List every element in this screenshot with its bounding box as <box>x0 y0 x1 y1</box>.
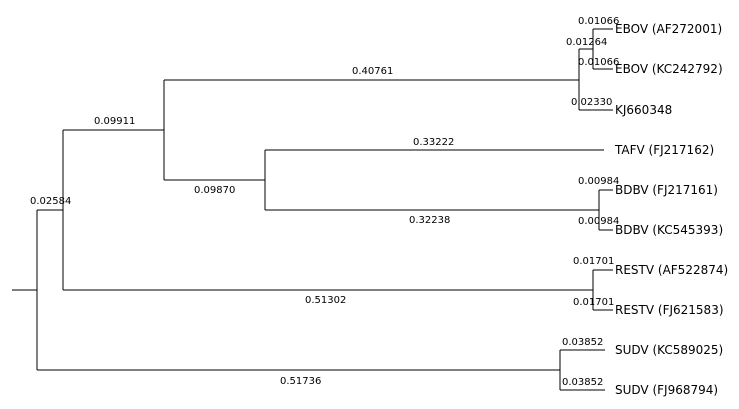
taxon-label: RESTV (FJ621583) <box>615 303 724 317</box>
branch-length-label: 0.00984 <box>578 176 619 187</box>
taxon-label: EBOV (KC242792) <box>615 62 723 76</box>
taxon-label: KJ660348 <box>615 103 672 117</box>
branch-length-label: 0.02584 <box>30 196 71 207</box>
branch-length-label: 0.51736 <box>280 376 321 387</box>
taxon-label: SUDV (FJ968794) <box>615 383 718 397</box>
taxon-label: BDBV (FJ217161) <box>615 183 718 197</box>
branch-length-label: 0.01264 <box>566 37 607 48</box>
branch-length-label: 0.32238 <box>409 215 450 226</box>
taxon-label: TAFV (FJ217162) <box>614 143 714 157</box>
branch-length-label: 0.00984 <box>578 216 619 227</box>
branch-length-label: 0.33222 <box>413 137 454 148</box>
branch-length-label: 0.01701 <box>573 297 614 308</box>
branch-length-label: 0.09911 <box>94 116 135 127</box>
branch-length-label: 0.02330 <box>571 97 612 108</box>
branch-length-label: 0.51302 <box>305 295 346 306</box>
branch-length-label: 0.01066 <box>578 57 619 68</box>
branch-length-label: 0.40761 <box>352 66 393 77</box>
taxon-label: EBOV (AF272001) <box>615 22 722 36</box>
taxon-label: RESTV (AF522874) <box>615 263 728 277</box>
branch-length-label: 0.03852 <box>562 337 603 348</box>
taxon-label: BDBV (KC545393) <box>615 223 723 237</box>
branch-length-label: 0.01701 <box>573 256 614 267</box>
branch-length-label: 0.01066 <box>578 16 619 27</box>
branch-length-label: 0.03852 <box>562 377 603 388</box>
branch-length-label: 0.09870 <box>194 185 235 196</box>
taxon-label: SUDV (KC589025) <box>615 343 723 357</box>
